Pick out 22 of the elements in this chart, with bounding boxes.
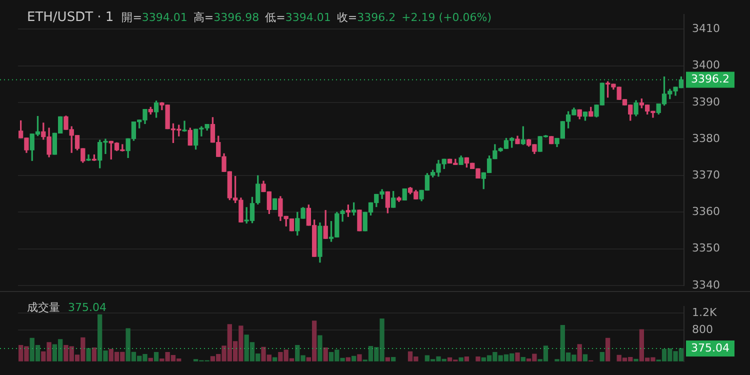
y-tick-label: 800 [692, 323, 713, 336]
y-tick-label: 3360 [692, 205, 720, 218]
y-tick-label: 1.2K [692, 306, 718, 319]
annotation: 收=3396.2 [336, 11, 396, 24]
candlestick [182, 120, 187, 132]
chart-title: ETH/USDT · 1 [27, 10, 114, 25]
y-tick-label: 3380 [692, 132, 720, 145]
y-tick-label: 3370 [692, 168, 720, 182]
y-tick-label: 3390 [692, 95, 720, 108]
ref-line-label: 3396.2 [691, 72, 730, 86]
annotation: +2.19 (+0.06%) [402, 11, 492, 24]
y-tick-label: 3400 [692, 58, 720, 72]
annotation: 開=3394.01 [122, 11, 188, 24]
annotation: 低=3394.01 [265, 11, 331, 24]
annotation: 高=3396.98 [193, 11, 260, 24]
y-tick-label: 3350 [692, 242, 720, 255]
y-tick-label: 3410 [692, 22, 720, 36]
ref-line-label: 375.04 [691, 341, 730, 354]
annotation: 375.04 [68, 301, 106, 314]
y-tick-label: 3340 [692, 278, 720, 292]
chart-title: 成交量 [27, 301, 60, 314]
candlestick [86, 154, 91, 161]
